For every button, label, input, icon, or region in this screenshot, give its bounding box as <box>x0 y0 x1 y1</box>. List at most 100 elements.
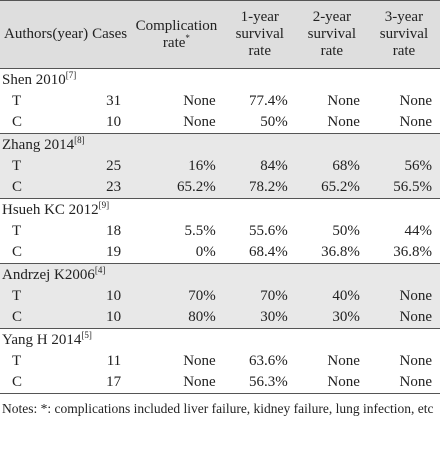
data-cell: T <box>12 93 22 109</box>
header-text: Authors(year) <box>4 26 89 42</box>
notes: Notes: *: complications included liver f… <box>2 401 434 416</box>
header-text: Cases <box>92 26 128 42</box>
data-cell: T <box>12 353 22 369</box>
data-cell: 55.6% <box>249 223 288 239</box>
data-cell: 77.4% <box>249 93 288 109</box>
data-cell: None <box>183 353 216 369</box>
data-cell: T <box>12 223 22 239</box>
group-cell: Yang H 2014[5] <box>0 328 440 351</box>
group-name: Hsueh KC 2012 <box>2 201 99 218</box>
data-cell: 36.8% <box>321 244 360 260</box>
data-cell: None <box>295 372 368 394</box>
data-cell: 68% <box>295 156 368 177</box>
data-cell: 63.6% <box>249 353 288 369</box>
data-cell: 10 <box>90 307 130 329</box>
data-cell: 50% <box>260 114 288 130</box>
data-cell: 70% <box>223 286 296 307</box>
data-cell: 30% <box>295 307 368 329</box>
data-cell: C <box>0 372 91 394</box>
data-cell: C <box>0 177 91 199</box>
data-table: Authors(year) Cases Complication rate* 1-ye… <box>0 0 440 394</box>
data-row: T 18 5.5% 55.6% 50% 44% <box>0 221 440 242</box>
data-cell: 36.8% <box>393 244 432 260</box>
group-name: Yang H 2014 <box>2 331 82 348</box>
data-cell: 31 <box>106 93 122 109</box>
data-cell: 17 <box>90 372 130 394</box>
header-cell: Complication rate* <box>129 0 224 69</box>
data-row: C 10 80% 30% 30% None <box>0 307 440 329</box>
data-cell: None <box>327 114 360 130</box>
group-name: Shen 2010 <box>2 71 66 88</box>
group-reference: [7] <box>65 69 77 80</box>
data-cell: 0% <box>195 244 216 260</box>
data-cell: 56% <box>367 156 440 177</box>
data-cell: 56.5% <box>367 177 440 199</box>
data-cell: None <box>367 372 440 394</box>
data-cell: T <box>0 156 91 177</box>
group-row: Shen 2010[7] <box>0 69 440 92</box>
header-text: 2-year survival rate <box>307 9 356 59</box>
header-text: 3-year survival rate <box>379 9 429 59</box>
table-body: Shen 2010[7] T 31 None 77.4% None None C 10 None 5… <box>0 69 440 394</box>
group-cell: Zhang 2014[8] <box>0 133 440 156</box>
data-cell: 25 <box>90 156 130 177</box>
header-cell: 3-year survival rate <box>367 0 440 69</box>
data-cell: None <box>399 93 433 109</box>
header-text: 1-year survival rate <box>235 9 284 59</box>
data-cell: 18 <box>106 223 122 239</box>
data-cell: None <box>367 286 440 307</box>
data-cell: None <box>183 114 216 130</box>
data-cell: 65.2% <box>129 177 224 199</box>
data-cell: 30% <box>223 307 296 329</box>
group-reference: [5] <box>81 329 92 340</box>
data-cell: T <box>0 286 91 307</box>
group-name: Zhang 2014 <box>2 136 75 153</box>
group-row: Andrzej K2006[4] <box>0 263 440 286</box>
data-cell: None <box>399 353 433 369</box>
data-row: C 19 0% 68.4% 36.8% 36.8% <box>0 242 440 264</box>
data-cell: 16% <box>129 156 224 177</box>
group-reference: [4] <box>94 264 106 275</box>
group-row: Hsueh KC 2012[9] <box>0 198 440 221</box>
data-cell: C <box>12 244 23 260</box>
group-cell: Shen 2010[7] <box>0 69 440 92</box>
data-cell: 70% <box>129 286 224 307</box>
data-cell: None <box>129 372 224 394</box>
header-row: Authors(year) Cases Complication rate* 1-ye… <box>0 0 440 69</box>
data-cell: 50% <box>332 223 360 239</box>
group-row: Yang H 2014[5] <box>0 328 440 351</box>
group-cell: Andrzej K2006[4] <box>0 263 440 286</box>
header-text: Complication rate <box>135 17 218 51</box>
data-cell: None <box>327 93 360 109</box>
data-cell: 56.3% <box>223 372 296 394</box>
data-cell: 84% <box>223 156 296 177</box>
header-cell: 1-year survival rate <box>223 0 296 69</box>
group-name: Andrzej K2006 <box>2 266 95 283</box>
data-cell: 5.5% <box>184 223 216 239</box>
data-row: T 10 70% 70% 40% None <box>0 286 440 307</box>
group-reference: [9] <box>98 199 110 210</box>
header-cell: Authors(year) <box>0 0 91 69</box>
data-cell: 10 <box>106 114 122 130</box>
data-cell: None <box>367 307 440 329</box>
data-row: T 31 None 77.4% None None <box>0 91 440 112</box>
data-cell: 10 <box>90 286 130 307</box>
data-cell: 78.2% <box>223 177 296 199</box>
data-cell: C <box>12 114 23 130</box>
header-cell: Cases <box>90 0 130 69</box>
data-cell: 11 <box>106 353 122 369</box>
group-reference: [8] <box>74 134 85 145</box>
data-cell: C <box>0 307 91 329</box>
data-cell: 44% <box>404 223 433 239</box>
data-row: C 23 65.2% 78.2% 65.2% 56.5% <box>0 177 440 199</box>
data-cell: 23 <box>90 177 130 199</box>
data-cell: 19 <box>106 244 122 260</box>
data-cell: None <box>399 114 433 130</box>
data-cell: None <box>183 93 216 109</box>
data-row: C 10 None 50% None None <box>0 112 440 134</box>
data-cell: 65.2% <box>295 177 368 199</box>
header-footnote-mark: * <box>185 32 190 43</box>
data-row: C 17 None 56.3% None None <box>0 372 440 394</box>
data-cell: 80% <box>129 307 224 329</box>
